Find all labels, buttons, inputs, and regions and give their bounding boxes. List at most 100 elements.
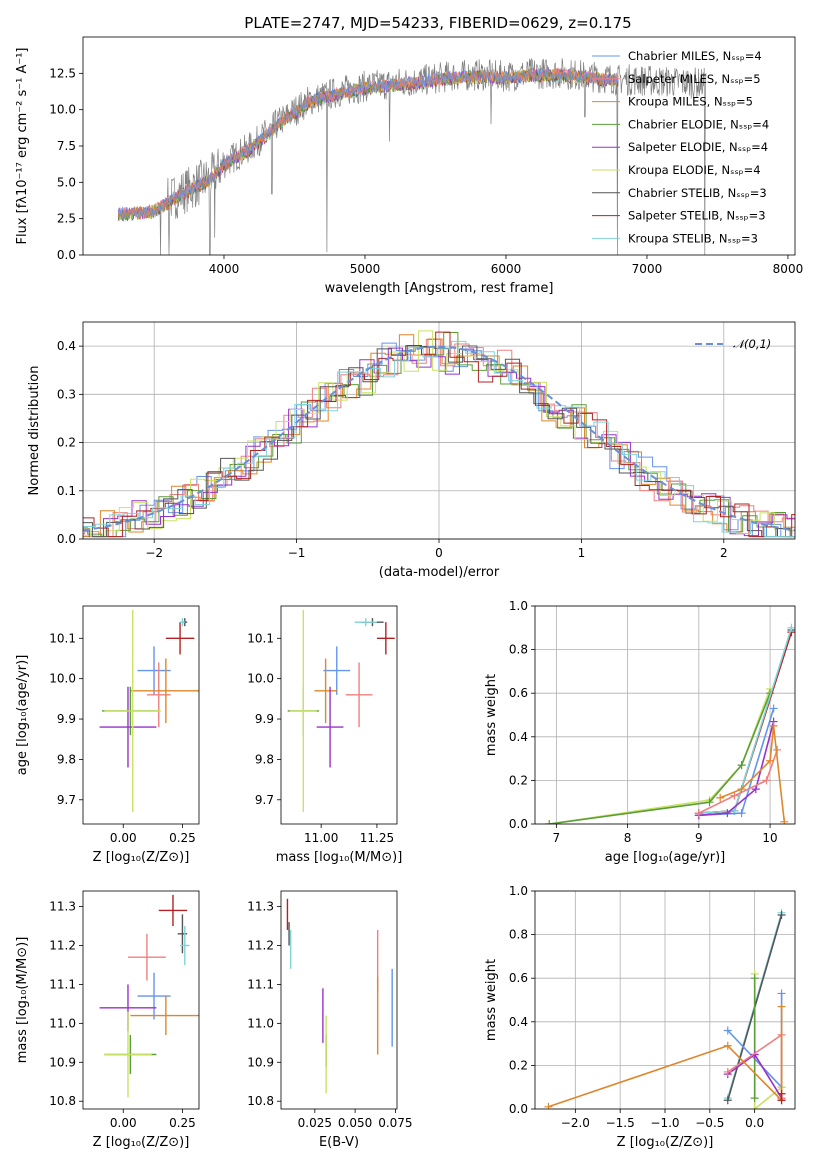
- y-tick-label: 0.6: [509, 686, 528, 700]
- y-tick-label: 0.0: [509, 1102, 528, 1116]
- errorbar-point: [99, 686, 157, 768]
- plot-frame: [82, 890, 200, 1110]
- mass-weight-series: [545, 623, 795, 824]
- histogram-series: [83, 342, 795, 538]
- histogram-series: [83, 345, 795, 538]
- y-tick-label: 0.0: [57, 248, 76, 262]
- data-point-marker: [780, 817, 789, 824]
- legend-label: Chabrier MILES, Nₛₛₚ=4: [628, 49, 762, 63]
- x-tick-label: 7: [553, 831, 561, 845]
- series-line: [549, 692, 771, 824]
- y-tick-label: 5.0: [57, 175, 76, 189]
- histogram-series: [83, 347, 795, 538]
- data-point-marker: [769, 704, 778, 713]
- legend-entry: Kroupa ELODIE, Nₛₛₚ=4: [592, 163, 761, 177]
- y-axis-label: mass weight: [484, 674, 499, 756]
- histogram-series: [83, 332, 795, 538]
- data-point-marker: [737, 785, 746, 794]
- data-point-marker: [694, 809, 703, 818]
- data-point-marker: [730, 791, 739, 800]
- legend-entry: Chabrier STELIB, Nₛₛₚ=3: [592, 186, 767, 200]
- y-tick-label: 10.0: [49, 103, 76, 117]
- data-point-marker: [544, 1102, 553, 1109]
- y-tick-label: 12.5: [49, 66, 76, 80]
- legend-label: Kroupa ELODIE, Nₛₛₚ=4: [628, 163, 761, 177]
- legend-label: Chabrier ELODIE, Nₛₛₚ=4: [628, 117, 769, 131]
- y-tick-label: 10.9: [247, 1055, 274, 1069]
- y-tick-label: 11.2: [247, 939, 274, 953]
- errorbar-point: [177, 914, 188, 954]
- panels: 4000 5000 6000 7000 80000.02.55.07.510.012.5…: [15, 36, 804, 1150]
- errorbar-marks: [286, 898, 393, 1094]
- x-tick-label: 11.25: [360, 831, 394, 845]
- y-axis-label: mass [log₁₀(M/M⊙)]: [15, 937, 30, 1064]
- plot-frame: [82, 605, 200, 825]
- data-point-marker: [723, 809, 732, 818]
- residuals-panel: −2 −1 0 1 2 0.0 0.1 0.2 0.3 0.4 (data-model)/error…: [27, 321, 796, 580]
- x-tick-label: 0.0: [745, 1116, 764, 1130]
- y-tick-label: 0.6: [509, 971, 528, 985]
- plot-frame: [82, 321, 796, 540]
- y-tick-label: 9.9: [57, 712, 76, 726]
- sfh-Z-panel: −2.0 −1.5 −1.0 −0.5 0.0 0.0 0.2 0.4 0.6 0.8 1.0 Z […: [484, 884, 796, 1150]
- data-point-marker: [777, 1089, 786, 1098]
- y-tick-label: 11.0: [49, 1016, 76, 1030]
- histogram-series: [83, 334, 795, 538]
- legend-label: Salpeter MILES, Nₛₛₚ=5: [628, 72, 761, 86]
- data-point-marker: [787, 623, 795, 632]
- figure-title: PLATE=2747, MJD=54233, FIBERID=0629, z=0…: [244, 14, 631, 32]
- data-point-marker: [737, 809, 746, 818]
- errorbar-point: [289, 610, 317, 812]
- y-tick-label: 11.3: [247, 900, 274, 914]
- data-point-marker: [766, 756, 775, 765]
- y-axis-label: mass weight: [484, 959, 499, 1041]
- y-tick-label: 0.4: [509, 1015, 528, 1029]
- histogram-series: [83, 331, 795, 538]
- x-tick-label: 2: [720, 546, 728, 560]
- errorbar-marks: [99, 610, 199, 812]
- y-tick-label: 11.2: [49, 939, 76, 953]
- data-point-marker: [723, 1067, 732, 1076]
- y-tick-label: 0.2: [509, 773, 528, 787]
- y-tick-label: 9.9: [255, 712, 274, 726]
- x-axis-label: Z [log₁₀(Z/Z⊙)]: [617, 1135, 714, 1150]
- data-point-marker: [777, 1002, 786, 1011]
- x-axis-label: age [log₁₀(age/yr)]: [605, 850, 726, 865]
- errorbar-point: [165, 622, 195, 655]
- series-line: [698, 749, 778, 814]
- series: [750, 969, 786, 1109]
- x-tick-label: 11.00: [304, 831, 338, 845]
- legend-label: Chabrier STELIB, Nₛₛₚ=3: [628, 186, 767, 200]
- spectrum-panel: 4000 5000 6000 7000 8000 0.0 2.5 5.0 7.5 10.0 12.5…: [15, 36, 804, 296]
- legend-label: Salpeter STELIB, Nₛₛₚ=3: [628, 209, 766, 223]
- x-tick-label: 7000: [632, 262, 663, 276]
- x-axis-label: E(B-V): [319, 1135, 359, 1150]
- x-tick-label: 6000: [491, 262, 522, 276]
- normal-reference-curve: [83, 345, 795, 532]
- errorbar-point: [104, 610, 162, 812]
- plot-frame: [82, 36, 796, 256]
- y-tick-label: 10.8: [247, 1094, 274, 1108]
- y-tick-label: 11.0: [247, 1016, 274, 1030]
- x-tick-label: −1.5: [606, 1116, 635, 1130]
- y-tick-label: 0.1: [57, 484, 76, 498]
- y-tick-label: 0.3: [57, 387, 76, 401]
- legend-entry: Kroupa MILES, Nₛₛₚ=5: [592, 95, 753, 109]
- x-axis-label: wavelength [Angstrom, rest frame]: [325, 281, 554, 296]
- y-tick-label: 0.0: [57, 532, 76, 546]
- errorbar-marks: [287, 610, 395, 812]
- x-tick-label: 4000: [209, 262, 240, 276]
- x-tick-label: 0.050: [338, 1116, 372, 1130]
- x-tick-label: 8: [624, 831, 632, 845]
- x-tick-label: 0.25: [169, 831, 196, 845]
- errorbar-marks: [99, 894, 199, 1098]
- data-point-marker: [545, 820, 554, 824]
- mass-weight-series: [544, 908, 786, 1109]
- legend-label: 𝒩(0,1): [733, 337, 771, 351]
- x-tick-label: 8000: [773, 262, 804, 276]
- mass-vs-Z-panel: 0.00 0.25 10.8 10.9 11.0 11.1 11.2 11.3 Z [log₁₀…: [15, 890, 200, 1150]
- legend-entry: Kroupa STELIB, Nₛₛₚ=3: [592, 231, 758, 245]
- errorbar-point: [354, 618, 377, 627]
- data-point-marker: [750, 974, 759, 983]
